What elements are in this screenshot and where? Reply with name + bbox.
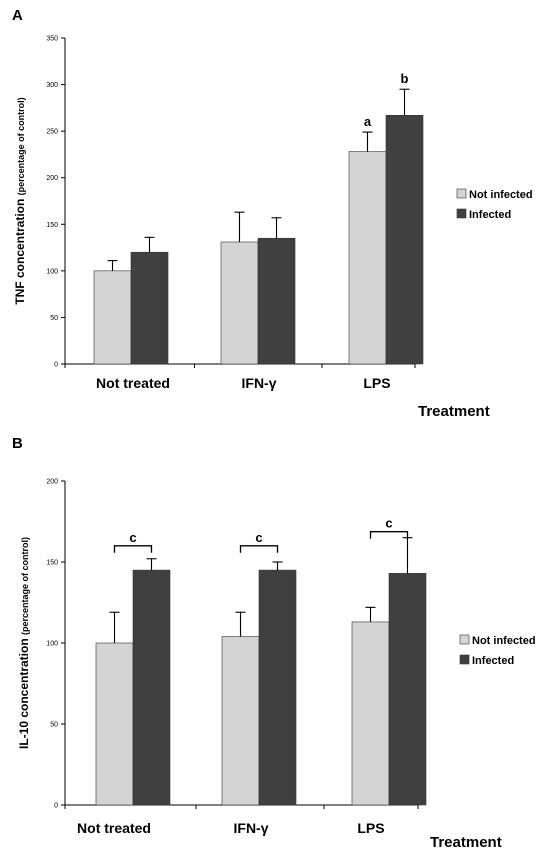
bar-not-infected (351, 621, 390, 806)
y-tick-label: 200 (46, 479, 58, 486)
y-tick-label: 150 (46, 222, 58, 229)
bar-infected (385, 115, 424, 365)
panel-label: A (12, 7, 23, 24)
bar-infected (257, 237, 296, 365)
y-axis-title: TNF concentration (percentage of control… (13, 97, 27, 304)
y-tick-label: 0 (54, 803, 58, 810)
bar-not-infected (221, 636, 260, 806)
y-axis-title-main: TNF concentration (13, 195, 27, 304)
chart-panel-b: B 0 50 100 150 200 Not treated IFN-γ LPS Treatmen… (12, 435, 536, 850)
panel-label: B (12, 435, 23, 452)
significance-label: c (129, 530, 136, 545)
y-tick-label: 50 (50, 315, 58, 322)
significance-label: a (364, 114, 372, 129)
category-label: Not treated (77, 820, 151, 836)
y-axis-title-sub: (percentage of control) (16, 97, 26, 195)
y-tick-label: 350 (46, 36, 58, 43)
y-axis-title-sub: (percentage of control) (20, 537, 30, 635)
y-axis-title-main: IL-10 concentration (17, 635, 31, 749)
y-tick-label: 150 (46, 560, 58, 567)
x-axis-title: Treatment (418, 403, 490, 420)
significance-label: c (255, 530, 262, 545)
chart-panel-a: A 0 50 100 150 200 250 300 350 Not treated IFN-γ LP… (12, 7, 533, 420)
bar-infected (132, 569, 171, 806)
y-tick-label: 100 (46, 641, 58, 648)
y-tick-label: 200 (46, 175, 58, 182)
bar-not-infected (93, 270, 132, 365)
y-tick-label: 50 (50, 722, 58, 729)
y-tick-label: 0 (54, 362, 58, 369)
significance-bracket (239, 545, 279, 553)
category-label: LPS (357, 820, 384, 836)
legend-label: Not infected (469, 189, 533, 201)
bar-infected (258, 569, 297, 806)
legend-label: Not infected (472, 635, 536, 647)
bar-not-infected (220, 241, 259, 365)
legend-swatch-not-infected (459, 634, 470, 645)
category-label: IFN-γ (242, 375, 277, 391)
bar-not-infected (95, 642, 134, 806)
legend-swatch-infected (456, 208, 467, 219)
legend-swatch-not-infected (456, 188, 467, 199)
significance-bracket (369, 531, 409, 539)
significance-bracket (113, 545, 153, 553)
category-label: IFN-γ (234, 820, 269, 836)
category-label: Not treated (96, 375, 170, 391)
y-tick-label: 300 (46, 82, 58, 89)
bar-not-infected (348, 151, 387, 365)
y-axis-title: IL-10 concentration (percentage of contr… (17, 537, 31, 749)
bar-infected (130, 251, 169, 365)
legend-swatch-infected (459, 654, 470, 665)
significance-label: b (401, 71, 409, 86)
legend-label: Infected (472, 655, 514, 667)
significance-label: c (385, 516, 392, 531)
bar-infected (388, 573, 427, 806)
category-label: LPS (363, 375, 390, 391)
x-axis-title: Treatment (430, 834, 502, 850)
legend-label: Infected (469, 209, 511, 221)
y-tick-label: 250 (46, 129, 58, 136)
y-tick-label: 100 (46, 268, 58, 275)
